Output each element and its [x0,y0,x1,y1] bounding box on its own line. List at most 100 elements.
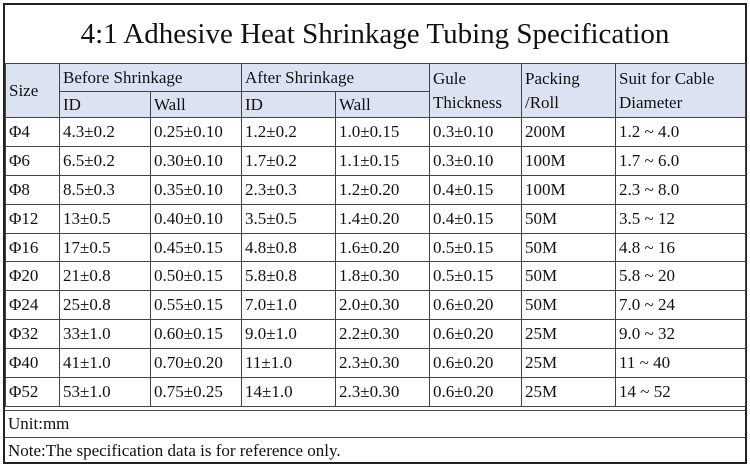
cell-before-id: 53±1.0 [59,377,151,407]
cell-after-id: 14±1.0 [241,377,336,407]
cell-size: Φ8 [5,174,60,205]
cell-after-wall: 2.3±0.30 [335,348,430,379]
table-row: Φ24 25±0.8 0.55±0.15 7.0±1.0 2.0±0.30 0.… [5,290,746,321]
cell-suit: 7.0 ~ 24 [615,290,746,321]
cell-after-wall: 1.6±0.20 [335,232,430,263]
header-suit-cable: Suit for Cable Diameter [615,63,746,118]
header-suit-line1: Suit for Cable [619,68,715,88]
cell-after-id: 9.0±1.0 [241,319,336,350]
unit-note: Unit:mm [5,410,745,437]
cell-before-id: 21±0.8 [59,261,151,292]
cell-before-id: 41±1.0 [59,348,151,379]
cell-after-wall: 1.0±0.15 [335,117,430,147]
cell-size: Φ40 [5,348,60,379]
cell-after-id: 1.7±0.2 [241,145,336,176]
cell-suit: 14 ~ 52 [615,377,746,407]
cell-before-id: 4.3±0.2 [59,117,151,147]
table-row: Φ16 17±0.5 0.45±0.15 4.8±0.8 1.6±0.20 0.… [5,232,746,263]
table-row: Φ32 33±1.0 0.60±0.15 9.0±1.0 2.2±0.30 0.… [5,319,746,350]
cell-before-wall: 0.70±0.20 [150,348,242,379]
table-row: Φ6 6.5±0.2 0.30±0.10 1.7±0.2 1.1±0.15 0.… [5,145,746,176]
reference-note: Note:The specification data is for refer… [5,437,745,464]
header-glue-line2: Thickness [433,92,502,112]
cell-after-id: 11±1.0 [241,348,336,379]
cell-suit: 2.3 ~ 8.0 [615,174,746,205]
cell-after-id: 4.8±0.8 [241,232,336,263]
cell-after-id: 3.5±0.5 [241,203,336,234]
cell-suit: 1.7 ~ 6.0 [615,145,746,176]
cell-after-wall: 1.4±0.20 [335,203,430,234]
cell-before-wall: 0.25±0.10 [150,117,242,147]
cell-size: Φ12 [5,203,60,234]
cell-glue: 0.5±0.15 [429,232,522,263]
table-row: Φ20 21±0.8 0.50±0.15 5.8±0.8 1.8±0.30 0.… [5,261,746,292]
page-title: 4:1 Adhesive Heat Shrinkage Tubing Speci… [5,5,745,64]
cell-after-id: 1.2±0.2 [241,117,336,147]
cell-after-id: 2.3±0.3 [241,174,336,205]
header-after-wall: Wall [335,91,430,118]
header-glue-thickness: Gule Thickness [429,63,522,118]
header-packing-line2: /Roll [525,92,560,112]
cell-packing: 50M [521,203,616,234]
cell-after-id: 5.8±0.8 [241,261,336,292]
header-before-wall: Wall [150,91,242,118]
header-before-id: ID [59,91,151,118]
cell-before-wall: 0.75±0.25 [150,377,242,407]
cell-after-wall: 2.2±0.30 [335,319,430,350]
spec-frame [3,3,747,464]
table-row: Φ4 4.3±0.2 0.25±0.10 1.2±0.2 1.0±0.15 0.… [5,117,746,147]
cell-suit: 4.8 ~ 16 [615,232,746,263]
cell-before-wall: 0.55±0.15 [150,290,242,321]
cell-size: Φ32 [5,319,60,350]
cell-glue: 0.6±0.20 [429,319,522,350]
cell-before-id: 17±0.5 [59,232,151,263]
cell-glue: 0.3±0.10 [429,117,522,147]
cell-before-id: 25±0.8 [59,290,151,321]
cell-packing: 50M [521,290,616,321]
cell-suit: 3.5 ~ 12 [615,203,746,234]
cell-glue: 0.6±0.20 [429,377,522,407]
header-size: Size [5,63,60,118]
header-glue-line1: Gule [433,68,467,88]
cell-before-wall: 0.30±0.10 [150,145,242,176]
cell-before-wall: 0.40±0.10 [150,203,242,234]
cell-packing: 25M [521,319,616,350]
cell-size: Φ52 [5,377,60,407]
cell-packing: 50M [521,232,616,263]
cell-packing: 25M [521,377,616,407]
header-before-shrinkage: Before Shrinkage [59,63,242,92]
cell-packing: 200M [521,117,616,147]
cell-suit: 1.2 ~ 4.0 [615,117,746,147]
table-row: Φ12 13±0.5 0.40±0.10 3.5±0.5 1.4±0.20 0.… [5,203,746,234]
cell-before-id: 6.5±0.2 [59,145,151,176]
cell-packing: 100M [521,174,616,205]
cell-before-id: 8.5±0.3 [59,174,151,205]
header-packing-line1: Packing [525,68,580,88]
cell-before-wall: 0.45±0.15 [150,232,242,263]
cell-after-wall: 1.8±0.30 [335,261,430,292]
cell-before-wall: 0.35±0.10 [150,174,242,205]
cell-packing: 50M [521,261,616,292]
cell-suit: 11 ~ 40 [615,348,746,379]
cell-glue: 0.6±0.20 [429,348,522,379]
cell-before-id: 33±1.0 [59,319,151,350]
cell-before-wall: 0.50±0.15 [150,261,242,292]
cell-size: Φ20 [5,261,60,292]
cell-size: Φ6 [5,145,60,176]
cell-before-wall: 0.60±0.15 [150,319,242,350]
cell-after-wall: 2.3±0.30 [335,377,430,407]
cell-before-id: 13±0.5 [59,203,151,234]
table-row: Φ40 41±1.0 0.70±0.20 11±1.0 2.3±0.30 0.6… [5,348,746,379]
table-row: Φ8 8.5±0.3 0.35±0.10 2.3±0.3 1.2±0.20 0.… [5,174,746,205]
cell-glue: 0.5±0.15 [429,261,522,292]
cell-glue: 0.3±0.10 [429,145,522,176]
header-suit-line2: Diameter [619,92,683,112]
header-after-id: ID [241,91,336,118]
cell-packing: 100M [521,145,616,176]
cell-after-wall: 1.1±0.15 [335,145,430,176]
header-packing: Packing/Roll [521,63,616,118]
cell-after-wall: 1.2±0.20 [335,174,430,205]
spec-table: Size Before Shrinkage After Shrinkage Gu… [5,63,746,407]
cell-size: Φ4 [5,117,60,147]
header-after-shrinkage: After Shrinkage [241,63,430,92]
